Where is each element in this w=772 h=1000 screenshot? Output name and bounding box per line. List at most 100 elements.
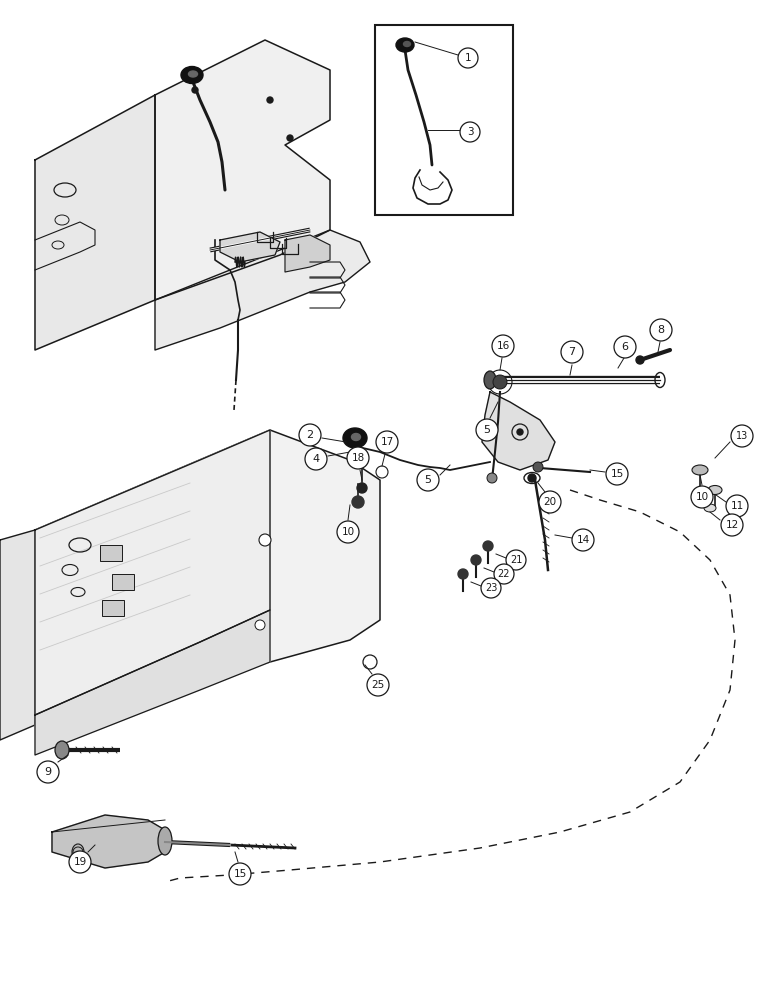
Text: 6: 6 [621, 342, 628, 352]
Circle shape [37, 761, 59, 783]
Text: 20: 20 [543, 497, 557, 507]
Text: 15: 15 [233, 869, 246, 879]
Polygon shape [35, 430, 270, 715]
Circle shape [352, 496, 364, 508]
Circle shape [267, 97, 273, 103]
Circle shape [458, 569, 468, 579]
Ellipse shape [404, 41, 411, 46]
Circle shape [376, 466, 388, 478]
Circle shape [337, 521, 359, 543]
Text: 7: 7 [568, 347, 576, 357]
Circle shape [506, 550, 526, 570]
Circle shape [299, 424, 321, 446]
Circle shape [357, 483, 367, 493]
Text: 9: 9 [45, 767, 52, 777]
Circle shape [493, 375, 507, 389]
Ellipse shape [72, 844, 84, 860]
Circle shape [487, 473, 497, 483]
Circle shape [606, 463, 628, 485]
Polygon shape [0, 530, 35, 740]
Circle shape [287, 135, 293, 141]
Circle shape [417, 469, 439, 491]
Polygon shape [285, 235, 330, 272]
Circle shape [69, 851, 91, 873]
Text: 17: 17 [381, 437, 394, 447]
Circle shape [650, 319, 672, 341]
Text: 15: 15 [611, 469, 624, 479]
Text: 2: 2 [306, 430, 313, 440]
FancyBboxPatch shape [112, 574, 134, 590]
Circle shape [691, 486, 713, 508]
Polygon shape [35, 610, 270, 755]
Ellipse shape [708, 486, 722, 494]
Polygon shape [482, 392, 555, 470]
Circle shape [483, 541, 493, 551]
Ellipse shape [181, 66, 203, 84]
Circle shape [517, 429, 523, 435]
Text: 13: 13 [736, 431, 748, 441]
Text: 10: 10 [341, 527, 354, 537]
Circle shape [305, 448, 327, 470]
Text: 1: 1 [465, 53, 472, 63]
Text: 10: 10 [696, 492, 709, 502]
Polygon shape [155, 40, 330, 300]
Ellipse shape [351, 434, 361, 440]
Circle shape [255, 620, 265, 630]
Ellipse shape [396, 38, 414, 52]
Circle shape [494, 564, 514, 584]
FancyBboxPatch shape [102, 600, 124, 616]
Circle shape [376, 431, 398, 453]
Text: 5: 5 [425, 475, 432, 485]
FancyBboxPatch shape [375, 25, 513, 215]
Ellipse shape [484, 371, 496, 389]
Circle shape [460, 122, 480, 142]
Circle shape [192, 87, 198, 93]
Text: 23: 23 [485, 583, 497, 593]
Circle shape [726, 495, 748, 517]
Polygon shape [52, 815, 165, 868]
Polygon shape [35, 95, 155, 350]
Text: 11: 11 [730, 501, 743, 511]
Text: 12: 12 [726, 520, 739, 530]
Text: 25: 25 [371, 680, 384, 690]
Circle shape [492, 335, 514, 357]
Circle shape [363, 655, 377, 669]
Circle shape [731, 425, 753, 447]
Ellipse shape [55, 741, 69, 759]
Ellipse shape [692, 465, 708, 475]
Ellipse shape [188, 71, 198, 77]
Circle shape [458, 48, 478, 68]
Text: 8: 8 [658, 325, 665, 335]
Circle shape [471, 555, 481, 565]
Ellipse shape [158, 827, 172, 855]
Circle shape [229, 863, 251, 885]
Circle shape [367, 674, 389, 696]
Text: 21: 21 [510, 555, 522, 565]
Circle shape [572, 529, 594, 551]
FancyBboxPatch shape [100, 545, 122, 561]
Text: 14: 14 [577, 535, 590, 545]
Circle shape [347, 447, 369, 469]
Text: 18: 18 [351, 453, 364, 463]
Polygon shape [220, 232, 280, 262]
Circle shape [636, 356, 644, 364]
Text: 3: 3 [467, 127, 473, 137]
Text: 16: 16 [496, 341, 510, 351]
Text: 5: 5 [483, 425, 490, 435]
Circle shape [533, 462, 543, 472]
Text: 19: 19 [73, 857, 86, 867]
Circle shape [259, 534, 271, 546]
Circle shape [721, 514, 743, 536]
Circle shape [539, 491, 561, 513]
Circle shape [476, 419, 498, 441]
Ellipse shape [704, 504, 716, 512]
Polygon shape [35, 430, 380, 725]
Polygon shape [155, 230, 370, 350]
Ellipse shape [343, 428, 367, 448]
Text: 22: 22 [498, 569, 510, 579]
Circle shape [561, 341, 583, 363]
Circle shape [528, 474, 536, 482]
Text: 4: 4 [313, 454, 320, 464]
Circle shape [614, 336, 636, 358]
Circle shape [481, 578, 501, 598]
